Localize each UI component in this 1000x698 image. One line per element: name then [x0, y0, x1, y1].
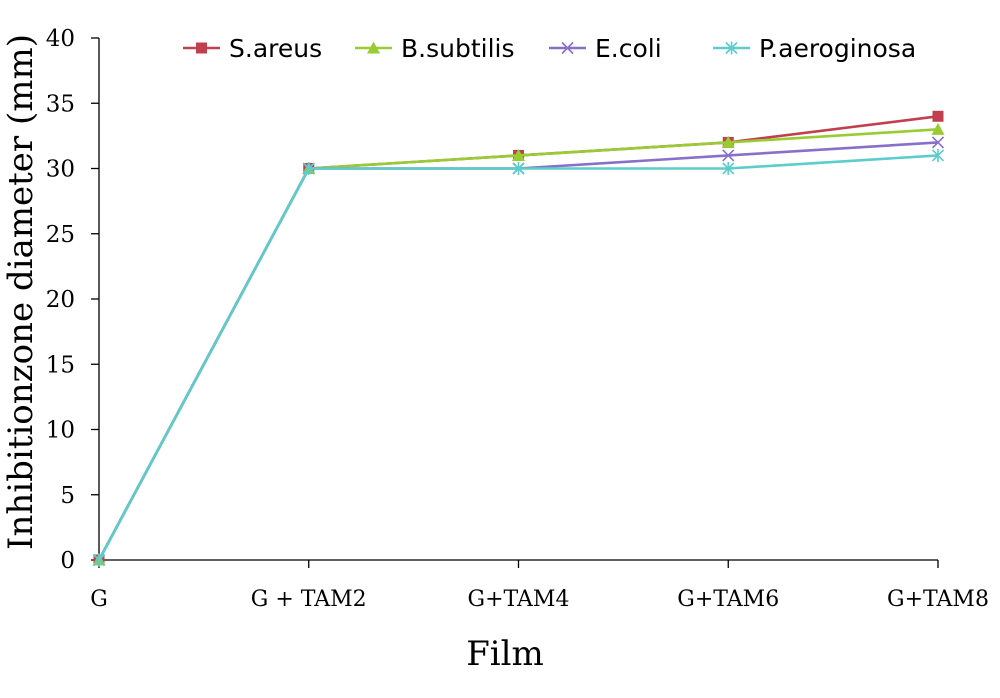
- data-point-p-aeroginosa: [92, 553, 106, 567]
- series-line-b-subtilis: [97, 128, 939, 561]
- series-line-p-aeroginosa: [97, 154, 939, 561]
- y-tick-label: 25: [46, 222, 75, 248]
- data-point-p-aeroginosa: [302, 162, 315, 175]
- series-p-aeroginosa: [92, 148, 945, 567]
- y-tick-label: 5: [60, 483, 75, 509]
- series-b-subtilis: [92, 122, 945, 566]
- legend-marker-p-aeroginosa: [725, 41, 738, 55]
- legend-label-p-aeroginosa: P.aeroginosa: [759, 34, 916, 63]
- y-tick-label: 40: [46, 26, 75, 52]
- x-tick-label: G: [90, 587, 108, 612]
- y-tick-label: 0: [60, 548, 75, 574]
- series-s-areus: [93, 110, 944, 566]
- data-point-s-areus: [932, 110, 944, 122]
- series-line-s-areus: [97, 115, 939, 561]
- y-tick-label: 35: [46, 91, 75, 117]
- data-point-p-aeroginosa: [931, 148, 945, 162]
- legend-marker-s-areus: [196, 42, 207, 54]
- y-axis-title: Inhibitionzone diameter (mm): [1, 34, 41, 550]
- data-point-p-aeroginosa: [512, 162, 525, 175]
- legend-label-s-areus: S.areus: [229, 34, 322, 63]
- y-tick-label: 30: [46, 157, 75, 183]
- x-tick-label: G+TAM8: [887, 587, 989, 612]
- axes: 0 5 10 15 20 25 30 35 40 G G + TAM2 G+TAM4 G+TAM6 G+T…: [46, 26, 989, 612]
- legend-marker-b-subtilis: [367, 41, 380, 54]
- x-axis-title: Film: [466, 634, 544, 674]
- y-tick-label: 20: [46, 287, 75, 313]
- legend-label-e-coli: E.coli: [595, 34, 662, 63]
- x-tick-label: G + TAM2: [251, 587, 367, 612]
- legend-item-b-subtilis: B.subtilis: [355, 34, 515, 63]
- series-layer: [92, 110, 945, 567]
- legend-item-s-areus: S.areus: [183, 34, 322, 63]
- series-line-e-coli: [97, 141, 939, 561]
- y-tick-label: 15: [46, 352, 75, 378]
- y-tick-label: 10: [46, 418, 75, 444]
- data-point-e-coli: [931, 136, 945, 149]
- x-tick-label: G+TAM6: [677, 587, 779, 612]
- series-e-coli: [92, 136, 945, 567]
- legend-item-e-coli: E.coli: [549, 34, 662, 63]
- data-point-b-subtilis: [512, 148, 525, 161]
- data-point-p-aeroginosa: [722, 162, 735, 175]
- data-point-b-subtilis: [931, 122, 945, 135]
- data-point-e-coli: [722, 149, 735, 162]
- legend-label-b-subtilis: B.subtilis: [401, 34, 515, 63]
- data-point-b-subtilis: [721, 135, 735, 148]
- legend-marker-e-coli: [561, 41, 574, 55]
- legend-item-p-aeroginosa: P.aeroginosa: [713, 34, 916, 63]
- legend: S.areus B.subtilis E.coli P.aeroginosa: [183, 34, 916, 63]
- x-tick-label: G+TAM4: [468, 587, 570, 612]
